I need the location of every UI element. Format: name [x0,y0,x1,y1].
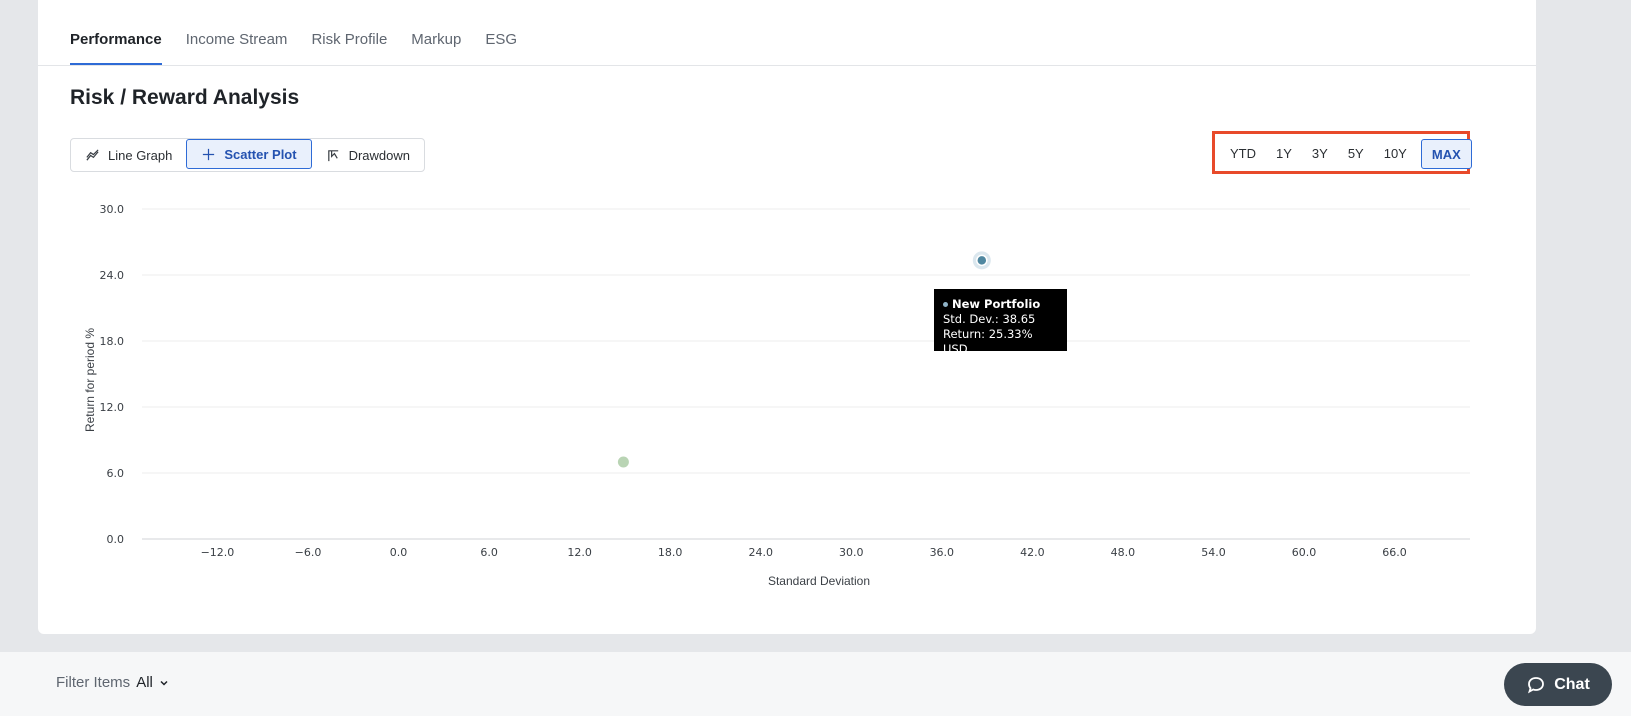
period-5y-button[interactable]: 5Y [1347,146,1364,161]
x-tick-label: 0.0 [390,546,408,559]
data-points [617,251,991,468]
x-tick-label: 30.0 [839,546,864,559]
period-10y-button[interactable]: 10Y [1383,146,1407,161]
filter-items-dropdown[interactable]: Filter Items All [56,674,169,691]
data-point[interactable] [617,456,629,468]
section-title: Risk / Reward Analysis [70,86,300,109]
x-tick-label: 36.0 [930,546,955,559]
line-graph-button[interactable]: Line Graph [71,139,186,171]
y-tick-label: 12.0 [100,401,125,414]
x-tick-label: −12.0 [201,546,235,559]
x-tick-label: 48.0 [1111,546,1136,559]
tab-bar: Performance Income Stream Risk Profile M… [70,0,517,65]
period-ytd-button[interactable]: YTD [1230,146,1256,161]
scatter-plot-icon [203,148,215,160]
chart-view-toggle: Line Graph Scatter Plot Drawdown [70,138,425,172]
tab-markup[interactable]: Markup [411,31,462,48]
x-tick-label: 60.0 [1292,546,1317,559]
tab-risk-profile[interactable]: Risk Profile [311,31,388,48]
y-tick-label: 0.0 [107,533,125,546]
scatter-plot-button[interactable]: Scatter Plot [186,139,312,169]
chat-bubble-icon [1528,676,1545,693]
chat-label: Chat [1554,675,1590,693]
x-axis-label: Standard Deviation [768,574,870,588]
drawdown-label: Drawdown [348,147,410,163]
x-tick-label: 54.0 [1201,546,1226,559]
x-tick-label: 42.0 [1020,546,1045,559]
line-graph-label: Line Graph [108,147,173,163]
period-3y-button[interactable]: 3Y [1311,146,1328,161]
line-graph-icon [86,148,99,161]
tab-esg[interactable]: ESG [485,31,518,48]
chat-button[interactable]: Chat [1504,663,1612,706]
y-tick-label: 24.0 [100,269,125,282]
x-axis-ticks: −12.0 −6.0 0.0 6.0 12.0 18.0 24.0 30.0 36.0 42.0 4… [201,546,1407,559]
y-axis-ticks: 0.0 6.0 12.0 18.0 24.0 30.0 [100,203,125,546]
x-tick-label: 66.0 [1382,546,1407,559]
tooltip-series-name: New Portfolio [952,297,1041,311]
x-tick-label: −6.0 [295,546,322,559]
x-tick-label: 18.0 [658,546,683,559]
period-selector: YTD 1Y 3Y 5Y 10Y MAX [1220,139,1472,169]
tooltip-return: Return: 25.33% USD [943,327,1033,356]
drawdown-button[interactable]: Drawdown [312,139,424,171]
x-tick-label: 24.0 [748,546,773,559]
point-tooltip: New Portfolio Std. Dev.: 38.65 Return: 2… [934,289,1067,356]
x-tick-label: 12.0 [567,546,592,559]
grid-lines [142,208,1470,540]
tab-performance[interactable]: Performance [70,0,162,65]
data-point[interactable] [976,254,988,267]
chevron-down-icon [160,680,168,686]
scatter-chart: 0.0 6.0 12.0 18.0 24.0 30.0 −12.0 −6.0 0.0 6.0 12… [83,203,1470,588]
tooltip-std-dev: Std. Dev.: 38.65 [943,312,1036,326]
y-tick-label: 6.0 [107,467,125,480]
tabs-divider [38,65,1536,66]
x-tick-label: 6.0 [480,546,498,559]
analysis-card: Performance Income Stream Risk Profile M… [38,0,1536,634]
y-axis-label: Return for period % [83,328,97,432]
y-tick-label: 18.0 [100,335,125,348]
period-max-button[interactable]: MAX [1420,139,1472,169]
period-1y-button[interactable]: 1Y [1276,146,1292,161]
series-dot [943,302,948,307]
filter-label: Filter Items [56,674,131,691]
tab-income-stream[interactable]: Income Stream [185,31,288,48]
y-tick-label: 30.0 [100,203,125,216]
drawdown-icon [327,149,338,161]
scatter-plot-label: Scatter Plot [224,146,297,162]
footer-bar: Filter Items All [0,652,1631,716]
filter-value: All [136,674,153,691]
